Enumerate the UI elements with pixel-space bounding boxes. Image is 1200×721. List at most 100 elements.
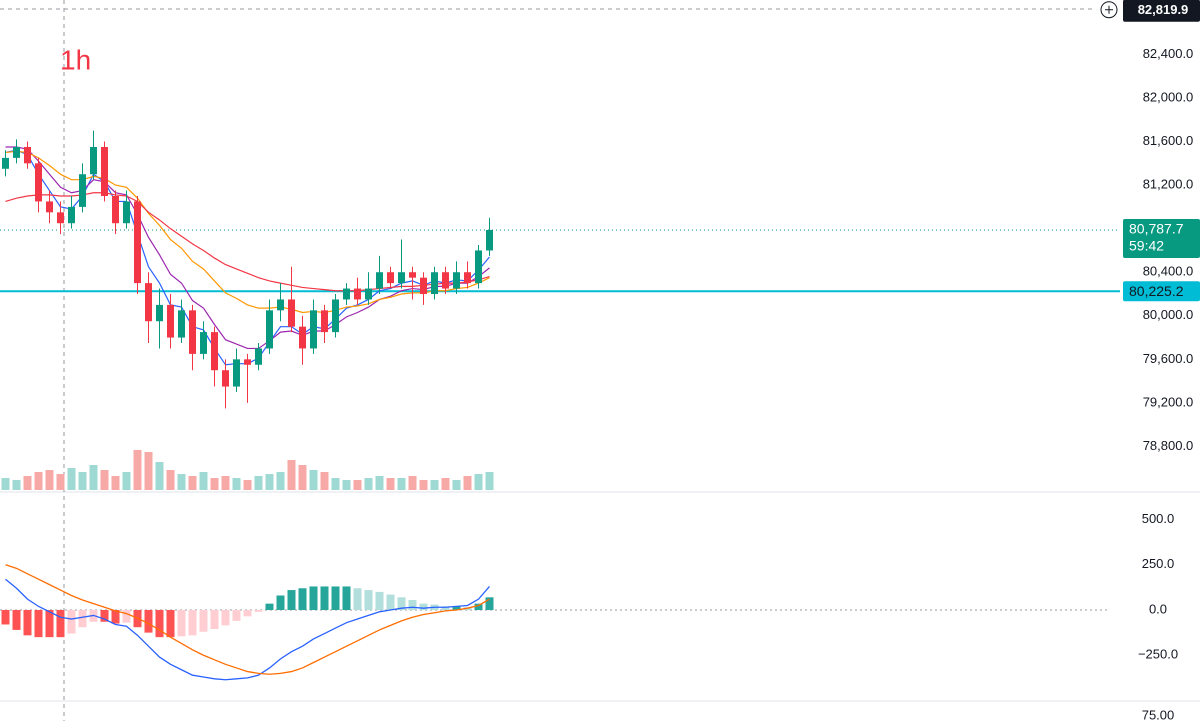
macd-histogram [254, 609, 263, 612]
candle-body [464, 272, 471, 284]
volume-bar [474, 474, 483, 490]
y-tick-label: 82,400.0 [1143, 46, 1194, 61]
macd-histogram [485, 597, 494, 610]
candle-body [112, 196, 119, 224]
volume-bar [177, 474, 186, 490]
macd-line [5, 578, 490, 681]
macd-histogram [1, 609, 10, 625]
volume-bar [408, 476, 417, 490]
macd-histogram [56, 609, 65, 638]
macd-histogram [375, 591, 384, 610]
volume-bar [243, 480, 252, 490]
macd-histogram [23, 609, 32, 636]
candle-body [354, 288, 361, 300]
candle-body [222, 370, 229, 387]
volume-bar [12, 480, 21, 490]
candle-body [134, 201, 141, 284]
y-tick-label: 75.00 [1142, 707, 1175, 721]
volume-bar [331, 478, 340, 490]
y-tick-label: 250.0 [1142, 556, 1175, 571]
volume-bar [78, 472, 87, 490]
candle-body [420, 277, 427, 294]
macd-histogram [408, 600, 417, 610]
candle-body [431, 272, 438, 294]
macd-histogram [155, 609, 164, 638]
volume-bar [375, 476, 384, 490]
candle-body [321, 310, 328, 333]
macd-histogram [78, 609, 87, 628]
volume-bar [232, 478, 241, 490]
volume-bar [276, 472, 285, 490]
volume-bar [430, 480, 439, 490]
candle-body [167, 304, 174, 338]
candle-body [288, 299, 295, 327]
candle-body [475, 250, 482, 284]
volume-bar [386, 478, 395, 490]
macd-histogram [309, 586, 318, 610]
volume-bar [111, 476, 120, 490]
macd-histogram [210, 609, 219, 630]
macd-histogram [232, 609, 241, 621]
volume-bar [89, 465, 98, 490]
macd-histogram [12, 609, 21, 630]
macd-histogram [221, 609, 230, 626]
macd-histogram [364, 590, 373, 610]
macd-histogram [199, 609, 208, 632]
moving-average [5, 192, 490, 292]
candle-body [376, 272, 383, 289]
candle-body [178, 310, 185, 338]
candle-body [398, 272, 405, 284]
volume-bar [23, 476, 32, 490]
macd-histogram [100, 609, 109, 622]
countdown-label: 59:42 [1129, 238, 1164, 254]
volume-bar [144, 452, 153, 490]
y-tick-label: 79,600.0 [1143, 351, 1194, 366]
candle-body [46, 201, 53, 213]
y-tick-label: 82,000.0 [1143, 89, 1194, 104]
macd-histogram [441, 606, 450, 610]
volume-bar [287, 460, 296, 490]
candle-body [299, 326, 306, 349]
macd-histogram [45, 609, 54, 638]
volume-bar [100, 470, 109, 490]
horizontal-line-label: 80,225.2 [1129, 283, 1184, 299]
candle-body [343, 288, 350, 300]
candle-body [13, 147, 20, 158]
macd-histogram [331, 586, 340, 610]
macd-histogram [386, 594, 395, 610]
macd-histogram [177, 609, 186, 637]
volume-bar [364, 478, 373, 490]
y-tick-label: 500.0 [1142, 511, 1175, 526]
candle-body [266, 310, 273, 349]
macd-histogram [122, 609, 131, 623]
interval-label: 1h [60, 44, 91, 75]
y-tick-label: 80,000.0 [1143, 307, 1194, 322]
volume-bar [122, 472, 131, 490]
y-tick-label: 78,800.0 [1143, 438, 1194, 453]
volume-bar [342, 480, 351, 490]
y-tick-label: 81,600.0 [1143, 133, 1194, 148]
macd-histogram [419, 603, 428, 610]
macd-histogram [276, 595, 285, 610]
volume-bar [155, 462, 164, 490]
volume-bar [265, 474, 274, 490]
volume-bar [452, 480, 461, 490]
candle-body [233, 359, 240, 387]
volume-bar [67, 468, 76, 490]
candle-body [365, 288, 372, 300]
candle-body [310, 310, 317, 349]
candle-body [453, 272, 460, 289]
macd-histogram [144, 609, 153, 633]
candle-body [332, 299, 339, 333]
volume-bar [56, 474, 65, 490]
y-tick-label: 81,200.0 [1143, 177, 1194, 192]
macd-histogram [320, 586, 329, 610]
volume-bar [320, 472, 329, 490]
macd-histogram [298, 588, 307, 610]
volume-bar [353, 480, 362, 490]
candle-body [442, 272, 449, 289]
macd-histogram [287, 590, 296, 610]
volume-bar [419, 480, 428, 490]
macd-histogram [67, 609, 76, 634]
volume-bar [199, 472, 208, 490]
